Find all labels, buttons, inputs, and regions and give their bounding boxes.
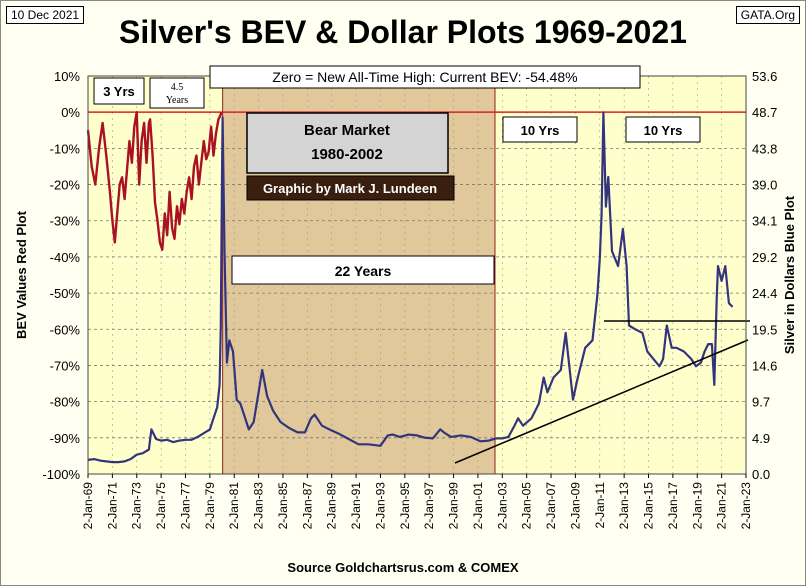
left-tick-label: -90% bbox=[50, 431, 81, 446]
ten-years-annotation-a: 10 Yrs bbox=[502, 116, 578, 143]
three-years-annotation: 3 Yrs bbox=[93, 77, 145, 105]
zero-note-text: Zero = New All-Time High: Current BEV: -… bbox=[272, 69, 577, 85]
silver-blue-series-line bbox=[87, 111, 734, 464]
x-tick-label: 2-Jan-81 bbox=[227, 482, 241, 530]
four-half-years-box bbox=[149, 77, 205, 109]
twenty-two-years-annotation: 22 Years bbox=[231, 255, 495, 285]
twenty-two-years-label: 22 Years bbox=[335, 263, 392, 279]
x-tick-label: 2-Jan-87 bbox=[300, 482, 314, 530]
three-years-box bbox=[93, 77, 145, 105]
x-tick-label: 2-Jan-91 bbox=[349, 482, 363, 530]
right-axis-label: Silver in Dollars Blue Plot bbox=[782, 195, 797, 354]
ten-years-annotation-b: 10 Yrs bbox=[625, 116, 701, 143]
series-layer bbox=[86, 110, 734, 464]
left-tick-label: -40% bbox=[50, 250, 81, 265]
left-tick-label: 10% bbox=[54, 69, 80, 84]
x-tick-label: 2-Jan-85 bbox=[276, 482, 290, 530]
bear-market-line1: Bear Market bbox=[304, 122, 390, 139]
right-tick-label: 14.6 bbox=[752, 358, 777, 373]
bear-market-line2: 1980-2002 bbox=[311, 146, 383, 163]
source-caption: Source Goldchartsrus.com & COMEX bbox=[287, 560, 519, 575]
right-tick-label: 43.8 bbox=[752, 141, 777, 156]
x-tick-label: 2-Jan-69 bbox=[81, 482, 95, 530]
x-tick-label: 2-Jan-83 bbox=[252, 482, 266, 530]
four-half-years-label-top: 4.5 bbox=[171, 82, 184, 93]
right-tick-label: 4.9 bbox=[752, 431, 770, 446]
x-tick-label: 2-Jan-99 bbox=[447, 482, 461, 530]
right-tick-label: 39.0 bbox=[752, 178, 777, 193]
right-tick-label: 29.2 bbox=[752, 250, 777, 265]
left-tick-label: -30% bbox=[50, 214, 81, 229]
right-tick-label: 53.6 bbox=[752, 69, 777, 84]
left-axis-label: BEV Values Red Plot bbox=[14, 210, 29, 339]
four-half-years-annotation: 4.5 Years bbox=[149, 77, 205, 109]
left-tick-label: -100% bbox=[42, 467, 80, 482]
source-badge: GATA.Org bbox=[735, 6, 800, 24]
left-tick-label: -50% bbox=[50, 286, 81, 301]
left-tick-label: 0% bbox=[61, 105, 80, 120]
right-tick-label: 48.7 bbox=[752, 105, 777, 120]
x-tick-label: 2-Jan-89 bbox=[325, 482, 339, 530]
three-years-label: 3 Yrs bbox=[103, 84, 135, 99]
bear-market-annotation: Bear Market 1980-2002 bbox=[246, 112, 449, 174]
x-tick-label: 2-Jan-05 bbox=[520, 482, 534, 530]
x-axis: 2-Jan-69 2-Jan-71 2-Jan-73 2-Jan-75 2-Jan-77… bbox=[81, 474, 753, 529]
x-tick-label: 2-Jan-95 bbox=[398, 482, 412, 530]
left-tick-label: -60% bbox=[50, 322, 81, 337]
support-trendline bbox=[454, 339, 749, 464]
ten-years-box-a bbox=[502, 116, 578, 143]
right-tick-label: 9.7 bbox=[752, 395, 770, 410]
x-tick-label: 2-Jan-21 bbox=[715, 482, 729, 530]
left-axis: 10% 0% -10% -20% -30% -40% -50% -60% -70% -80% -90… bbox=[42, 69, 80, 482]
bev-red-series-line bbox=[86, 110, 223, 251]
x-tick-label: 2-Jan-19 bbox=[690, 482, 704, 530]
bear-market-box bbox=[246, 112, 449, 174]
left-tick-label: -10% bbox=[50, 141, 81, 156]
right-tick-label: 19.5 bbox=[752, 322, 777, 337]
x-tick-label: 2-Jan-17 bbox=[666, 482, 680, 530]
x-tick-label: 2-Jan-03 bbox=[495, 482, 509, 530]
right-tick-label: 0.0 bbox=[752, 467, 770, 482]
zero-note-annotation: Zero = New All-Time High: Current BEV: -… bbox=[209, 65, 641, 89]
x-tick-label: 2-Jan-93 bbox=[373, 482, 387, 530]
right-tick-label: 34.1 bbox=[752, 214, 777, 229]
ten-years-label-a: 10 Yrs bbox=[521, 123, 560, 138]
x-tick-label: 2-Jan-09 bbox=[568, 482, 582, 530]
x-tick-label: 2-Jan-13 bbox=[617, 482, 631, 530]
credit-box bbox=[246, 175, 455, 201]
x-tick-label: 2-Jan-07 bbox=[544, 482, 558, 530]
ten-years-box-b bbox=[625, 116, 701, 143]
credit-annotation: Graphic by Mark J. Lundeen bbox=[246, 175, 455, 201]
zero-note-box bbox=[209, 65, 641, 89]
right-tick-label: 24.4 bbox=[752, 286, 777, 301]
x-tick-label: 2-Jan-75 bbox=[154, 482, 168, 530]
left-tick-label: -70% bbox=[50, 358, 81, 373]
x-tick-label: 2-Jan-77 bbox=[178, 482, 192, 530]
x-tick-label: 2-Jan-01 bbox=[471, 482, 485, 530]
chart-title: Silver's BEV & Dollar Plots 1969-2021 bbox=[119, 14, 687, 50]
right-axis: 53.6 48.7 43.8 39.0 34.1 29.2 24.4 19.5 14.6 9.7 4… bbox=[752, 69, 777, 482]
x-tick-label: 2-Jan-79 bbox=[203, 482, 217, 530]
x-tick-label: 2-Jan-71 bbox=[105, 482, 119, 530]
date-tag: 10 Dec 2021 bbox=[6, 6, 85, 24]
x-tick-label: 2-Jan-73 bbox=[130, 482, 144, 530]
ten-years-label-b: 10 Yrs bbox=[644, 123, 683, 138]
left-tick-label: -20% bbox=[50, 178, 81, 193]
x-tick-label: 2-Jan-97 bbox=[422, 482, 436, 530]
x-tick-label: 2-Jan-15 bbox=[642, 482, 656, 530]
x-tick-label: 2-Jan-11 bbox=[593, 482, 607, 529]
twenty-two-years-box bbox=[231, 255, 495, 285]
credit-label: Graphic by Mark J. Lundeen bbox=[263, 181, 437, 196]
x-tick-label: 2-Jan-23 bbox=[739, 482, 753, 530]
trendlines bbox=[454, 320, 750, 464]
left-tick-label: -80% bbox=[50, 395, 81, 410]
four-half-years-label-bottom: Years bbox=[166, 95, 188, 106]
